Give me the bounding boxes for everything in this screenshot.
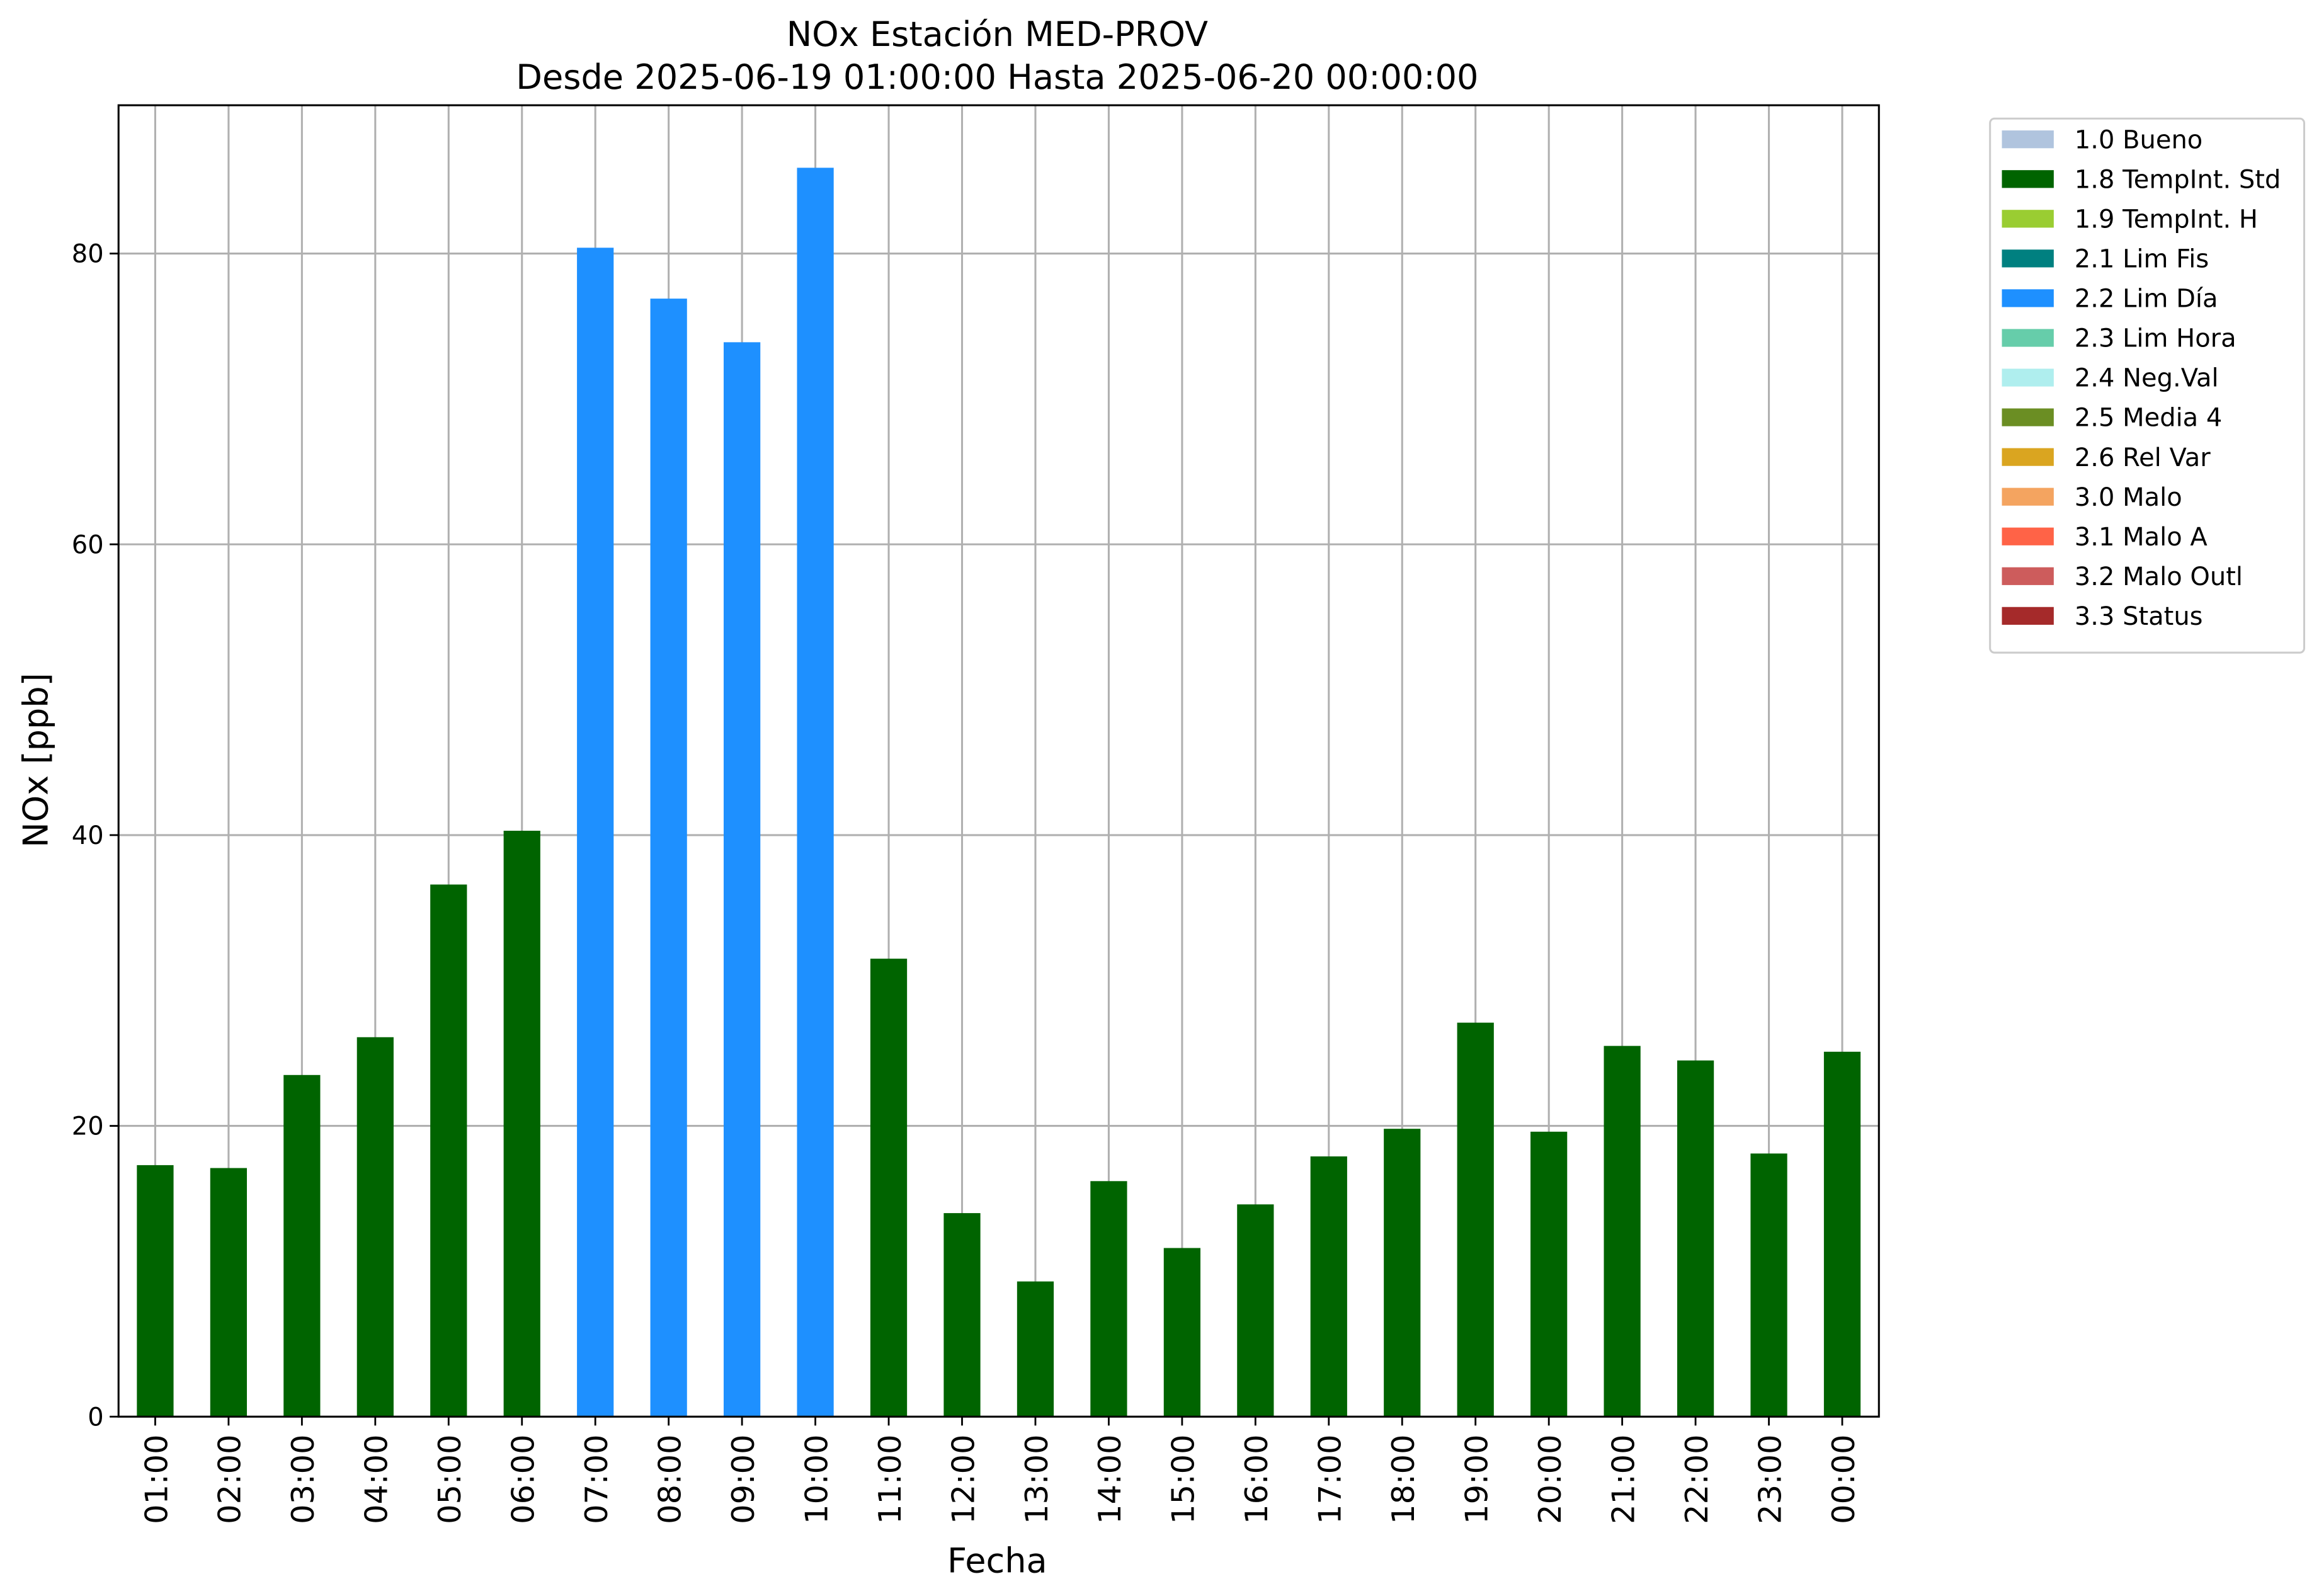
bar: [356, 1037, 394, 1417]
x-tick-label: 16:00: [1238, 1434, 1275, 1524]
legend-label: 2.3 Lim Hora: [2075, 324, 2236, 353]
x-tick-label: 00:00: [1825, 1434, 1862, 1524]
legend-swatch: [2002, 607, 2054, 625]
legend-label: 1.0 Bueno: [2075, 125, 2202, 154]
chart-title: NOx Estación MED-PROV: [787, 14, 1208, 54]
chart-subtitle: Desde 2025-06-19 01:00:00 Hasta 2025-06-…: [516, 57, 1478, 97]
x-tick-label: 22:00: [1678, 1434, 1715, 1524]
x-tick-label: 09:00: [725, 1434, 761, 1524]
bar: [577, 248, 614, 1417]
legend-swatch: [2002, 567, 2054, 585]
x-tick-label: 04:00: [358, 1434, 395, 1524]
bar: [1310, 1156, 1347, 1417]
legend-label: 2.4 Neg.Val: [2075, 364, 2219, 393]
plot-frame: [117, 104, 1880, 1418]
bar: [1017, 1281, 1054, 1417]
legend-label: 1.9 TempInt. H: [2075, 205, 2258, 234]
y-tick-label: 60: [72, 530, 104, 559]
x-tick-label: 15:00: [1165, 1434, 1202, 1524]
legend-label: 3.1 Malo A: [2075, 523, 2208, 552]
bar: [430, 884, 467, 1417]
y-tick-label: 40: [72, 821, 104, 850]
y-tick-label: 0: [88, 1403, 103, 1432]
bar: [137, 1165, 174, 1417]
legend-swatch: [2002, 170, 2054, 188]
legend-swatch: [2002, 527, 2054, 545]
y-axis-label: NOx [ppb]: [16, 673, 55, 848]
y-tick-label: 80: [72, 240, 104, 269]
legend-box: [1989, 117, 2306, 654]
bar: [1457, 1022, 1494, 1417]
legend-swatch: [2002, 130, 2054, 149]
x-tick-label: 06:00: [505, 1434, 542, 1524]
bar: [1677, 1060, 1714, 1417]
bar: [870, 959, 908, 1417]
bar: [503, 830, 540, 1417]
bar: [283, 1074, 321, 1417]
bar: [1163, 1248, 1200, 1417]
bar: [1750, 1153, 1787, 1417]
legend-label: 2.2 Lim Día: [2075, 285, 2218, 314]
x-axis-label: Fecha: [947, 1541, 1047, 1580]
bar: [1384, 1129, 1421, 1417]
legend-label: 2.5 Media 4: [2075, 404, 2223, 433]
legend-label: 2.1 Lim Fis: [2075, 244, 2209, 273]
bar: [1237, 1204, 1274, 1417]
x-tick-label: 07:00: [578, 1434, 615, 1524]
x-tick-label: 19:00: [1459, 1434, 1495, 1524]
legend-swatch: [2002, 329, 2054, 347]
legend-swatch: [2002, 210, 2054, 228]
legend-label: 1.8 TempInt. Std: [2075, 165, 2281, 194]
legend-swatch: [2002, 368, 2054, 387]
x-tick-label: 18:00: [1385, 1434, 1422, 1524]
y-tick-label: 20: [72, 1112, 104, 1141]
legend-swatch: [2002, 249, 2054, 268]
x-tick-label: 21:00: [1605, 1434, 1641, 1524]
x-tick-label: 23:00: [1752, 1434, 1788, 1524]
x-tick-label: 08:00: [651, 1434, 688, 1524]
x-tick-label: 11:00: [872, 1434, 908, 1524]
bar: [1604, 1046, 1641, 1417]
x-tick-label: 17:00: [1312, 1434, 1348, 1524]
x-tick-label: 13:00: [1018, 1434, 1055, 1524]
legend-swatch: [2002, 408, 2054, 426]
x-tick-label: 12:00: [945, 1434, 981, 1524]
x-tick-label: 20:00: [1532, 1434, 1568, 1524]
bar: [1530, 1131, 1568, 1417]
bar: [1823, 1051, 1861, 1417]
legend-label: 2.6 Rel Var: [2075, 443, 2211, 472]
bar: [724, 342, 761, 1417]
x-tick-label: 14:00: [1091, 1434, 1128, 1524]
legend-swatch: [2002, 289, 2054, 307]
legend-swatch: [2002, 487, 2054, 506]
bar: [650, 299, 687, 1417]
legend-label: 3.2 Malo Outl: [2075, 562, 2243, 591]
x-tick-label: 05:00: [431, 1434, 468, 1524]
bar: [943, 1213, 981, 1417]
legend-label: 3.3 Status: [2075, 602, 2203, 631]
x-tick-label: 01:00: [138, 1434, 174, 1524]
bar: [797, 168, 834, 1417]
legend-swatch: [2002, 448, 2054, 466]
x-tick-label: 10:00: [798, 1434, 835, 1524]
bar: [210, 1168, 248, 1417]
bar: [1090, 1181, 1127, 1417]
x-tick-label: 03:00: [285, 1434, 321, 1524]
x-tick-label: 02:00: [212, 1434, 248, 1524]
legend-label: 3.0 Malo: [2075, 483, 2182, 512]
